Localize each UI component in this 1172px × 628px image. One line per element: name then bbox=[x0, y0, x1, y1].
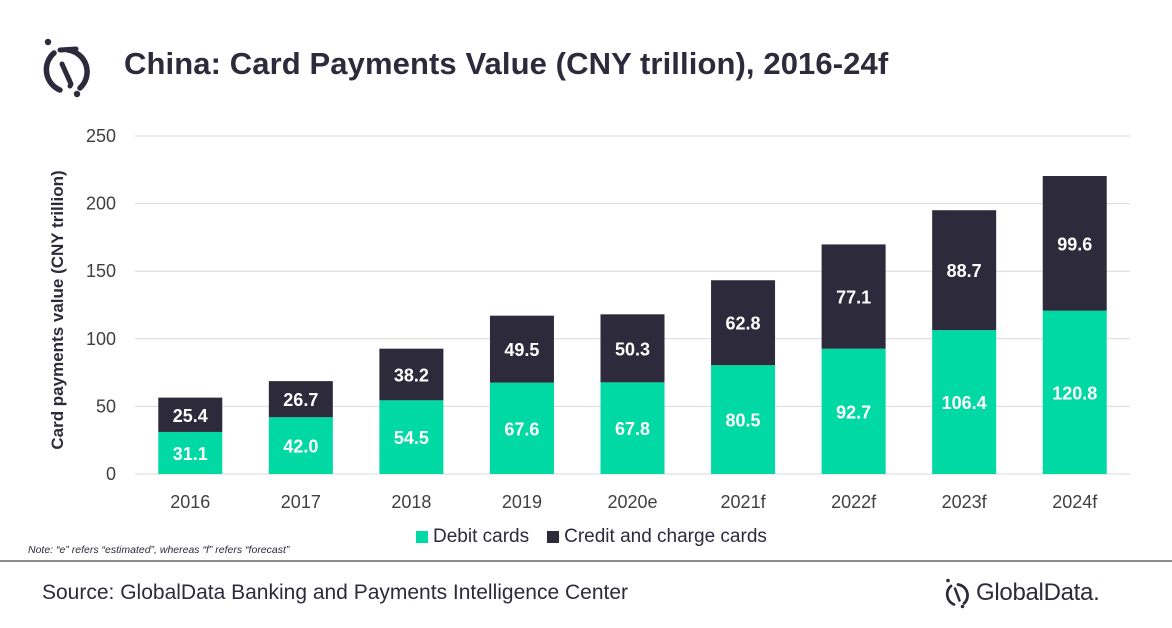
x-tick-label: 2016 bbox=[170, 492, 210, 512]
bar-credit-charge-cards bbox=[379, 348, 444, 401]
legend-item-debit-cards: Debit cards bbox=[416, 526, 529, 548]
source-text: Source: GlobalData Banking and Payments … bbox=[42, 581, 629, 604]
data-label: 50.3 bbox=[615, 339, 650, 359]
data-label: 67.8 bbox=[615, 419, 650, 439]
data-label: 88.7 bbox=[947, 261, 982, 281]
legend-item-credit-cards: Credit and charge cards bbox=[547, 526, 767, 548]
bar-debit-cards bbox=[821, 348, 886, 474]
legend-label-debit: Debit cards bbox=[433, 526, 530, 547]
brand-name: GlobalData. bbox=[976, 579, 1100, 606]
bar-credit-charge-cards bbox=[932, 210, 997, 331]
x-tick-label: 2020e bbox=[607, 492, 657, 512]
footnote: Note: “e” refers “estimated”, whereas “f… bbox=[28, 544, 290, 556]
legend-swatch-credit bbox=[547, 531, 560, 543]
x-tick-label: 2023f bbox=[942, 492, 988, 512]
data-label: 77.1 bbox=[836, 288, 871, 308]
bar-debit-cards bbox=[379, 400, 444, 474]
brand-logo: GlobalData. bbox=[944, 576, 1100, 610]
x-tick-label: 2021f bbox=[721, 492, 767, 512]
y-tick-label: 0 bbox=[106, 464, 116, 484]
x-tick-label: 2019 bbox=[502, 492, 542, 512]
bar-debit-cards bbox=[932, 330, 997, 474]
data-label: 54.5 bbox=[394, 428, 429, 448]
x-tick-label: 2018 bbox=[391, 492, 431, 512]
chart-title: China: Card Payments Value (CNY trillion… bbox=[124, 46, 889, 81]
globaldata-logo-icon bbox=[43, 38, 90, 98]
bar-debit-cards bbox=[489, 382, 554, 474]
y-tick-label: 200 bbox=[86, 194, 116, 214]
data-label: 80.5 bbox=[726, 411, 761, 431]
y-tick-label: 250 bbox=[86, 126, 116, 146]
bar-debit-cards bbox=[711, 365, 776, 474]
x-axis-ticks: 2016 2017 2018 2019 2020e 2021f 2022f 2023f 2024… bbox=[170, 492, 1098, 512]
data-label: 42.0 bbox=[283, 437, 318, 457]
data-label: 25.4 bbox=[173, 406, 208, 426]
data-label: 67.6 bbox=[504, 419, 539, 439]
y-axis-ticks: 0 50 100 150 200 250 bbox=[86, 126, 116, 484]
data-label: 38.2 bbox=[394, 365, 429, 385]
data-label: 62.8 bbox=[726, 314, 761, 334]
data-label: 31.1 bbox=[173, 444, 208, 464]
data-label: 49.5 bbox=[504, 340, 539, 360]
legend-swatch-debit bbox=[416, 531, 428, 543]
y-tick-label: 150 bbox=[86, 261, 116, 281]
data-label: 92.7 bbox=[836, 402, 871, 422]
data-label: 99.6 bbox=[1057, 234, 1092, 254]
bar-debit-cards bbox=[600, 382, 665, 474]
globaldata-mark-icon bbox=[945, 578, 969, 609]
bars: 31.1 25.4 42.0 26.7 54.5 38.2 67.6 49.5 67.8 50.3… bbox=[158, 176, 1107, 474]
bar-credit-charge-cards bbox=[821, 244, 886, 349]
bar-credit-charge-cards bbox=[1042, 176, 1107, 311]
y-tick-label: 100 bbox=[86, 329, 116, 349]
data-label: 26.7 bbox=[283, 390, 318, 410]
bar-debit-cards bbox=[268, 417, 333, 474]
x-tick-label: 2017 bbox=[281, 492, 321, 512]
x-tick-label: 2024f bbox=[1052, 492, 1098, 512]
bar-debit-cards bbox=[1042, 310, 1107, 474]
bar-credit-charge-cards bbox=[600, 314, 665, 383]
legend: Debit cards Credit and charge cards bbox=[416, 526, 785, 548]
bar-credit-charge-cards bbox=[158, 397, 223, 432]
bar-credit-charge-cards bbox=[489, 315, 554, 383]
x-tick-label: 2022f bbox=[831, 492, 877, 512]
bar-credit-charge-cards bbox=[268, 381, 333, 418]
data-label: 120.8 bbox=[1052, 383, 1097, 403]
y-tick-label: 50 bbox=[96, 396, 116, 416]
bar-debit-cards bbox=[158, 431, 223, 474]
bar-credit-charge-cards bbox=[711, 280, 776, 366]
legend-label-credit: Credit and charge cards bbox=[564, 526, 767, 547]
footer-divider bbox=[0, 560, 1172, 562]
data-label: 106.4 bbox=[942, 393, 987, 413]
